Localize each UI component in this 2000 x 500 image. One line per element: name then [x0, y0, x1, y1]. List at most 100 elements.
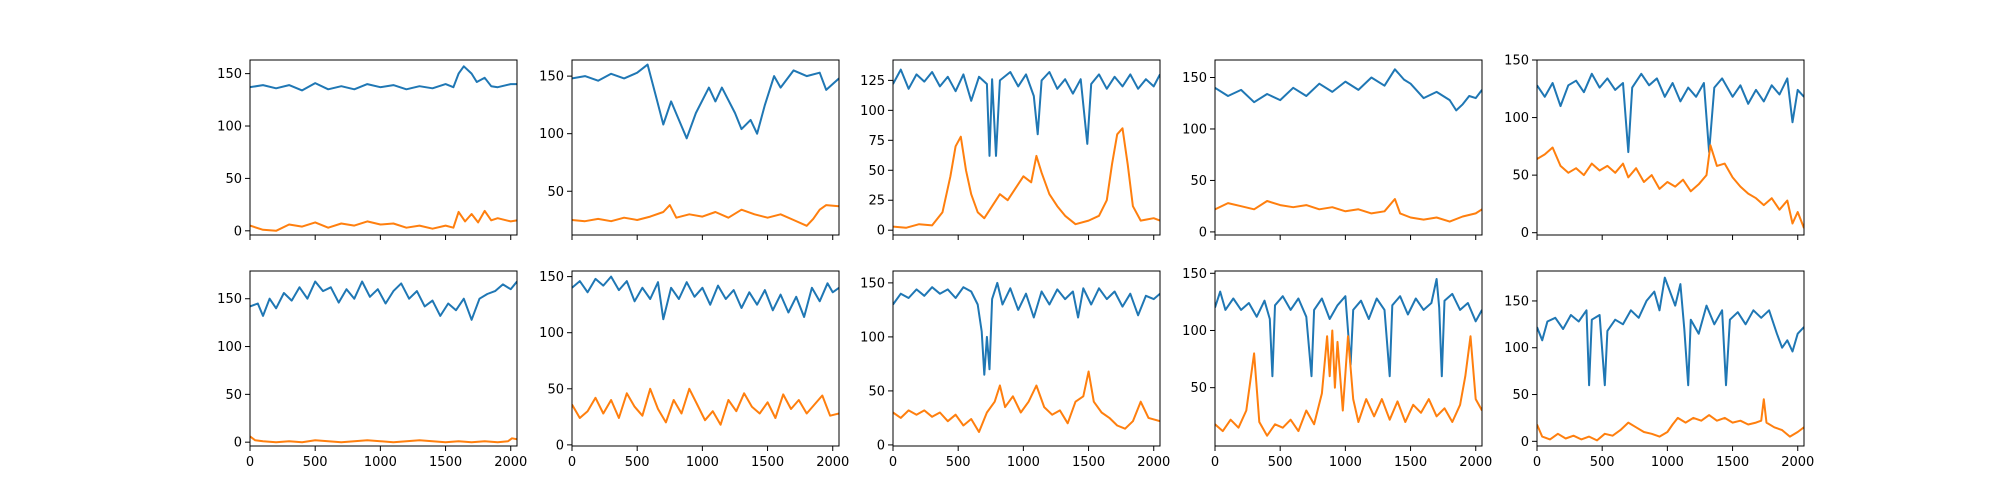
series-line-2 [893, 127, 1160, 229]
series-line-1 [572, 63, 839, 140]
y-tick-label: 50 [1512, 169, 1529, 184]
y-tick-label: 100 [1182, 122, 1207, 137]
y-tick-label: 150 [217, 67, 242, 82]
x-tick-label: 1500 [429, 455, 462, 470]
x-tick-label: 0 [1211, 455, 1219, 470]
series-line-2 [1215, 329, 1482, 437]
x-tick-label: 500 [1268, 455, 1293, 470]
subplot-4: 0 50 100 150 [1182, 59, 1483, 240]
y-tick-label: 25 [868, 194, 885, 209]
y-tick-label: 150 [1182, 71, 1207, 86]
y-tick-label: 0 [1521, 226, 1529, 241]
y-tick-label: 125 [860, 74, 885, 89]
subplot-3: 0 25 50 75 100 125 [860, 59, 1161, 240]
plot-frame [1536, 59, 1805, 236]
series-line-2 [572, 387, 839, 426]
plot-frame [892, 59, 1161, 236]
y-tick-label: 0 [234, 436, 242, 451]
x-tick-label: 0 [1533, 455, 1541, 470]
series-line-1 [572, 275, 839, 321]
x-tick-label: 500 [303, 455, 328, 470]
y-tick-label: 100 [217, 340, 242, 355]
subplot-5: 0 50 100 150 [1504, 54, 1805, 241]
y-tick-label: 50 [868, 164, 885, 179]
y-tick-label: 50 [225, 388, 242, 403]
series-line-2 [572, 204, 839, 227]
y-tick-label: 50 [547, 382, 564, 397]
series-line-2 [250, 209, 517, 232]
y-tick-label: 150 [217, 292, 242, 307]
y-tick-label: 0 [1521, 435, 1529, 450]
y-tick-label: 50 [1190, 174, 1207, 189]
series-line-2 [893, 370, 1160, 433]
x-tick-label: 2000 [1781, 455, 1814, 470]
y-tick-label: 150 [860, 276, 885, 291]
x-tick-label: 1000 [1651, 455, 1684, 470]
x-tick-label: 1500 [1716, 455, 1749, 470]
x-tick-label: 1500 [1394, 455, 1427, 470]
y-tick-label: 0 [234, 224, 242, 239]
y-tick-label: 0 [877, 224, 885, 239]
x-tick-label: 1000 [364, 455, 397, 470]
x-tick-label: 1000 [1007, 455, 1040, 470]
series-line-1 [893, 68, 1160, 157]
series-line-2 [1537, 144, 1804, 229]
x-tick-label: 1000 [686, 455, 719, 470]
x-tick-label: 500 [625, 455, 650, 470]
series-line-1 [1537, 72, 1804, 154]
y-tick-label: 100 [217, 120, 242, 135]
y-tick-label: 100 [1504, 341, 1529, 356]
y-tick-label: 150 [1182, 267, 1207, 282]
y-tick-label: 50 [547, 185, 564, 200]
y-tick-label: 150 [1504, 294, 1529, 309]
x-tick-label: 2000 [816, 455, 849, 470]
x-tick-label: 2000 [1137, 455, 1170, 470]
series-line-2 [1537, 398, 1804, 442]
y-tick-label: 100 [1182, 324, 1207, 339]
y-tick-label: 50 [225, 172, 242, 187]
series-line-2 [1215, 198, 1482, 223]
series-line-1 [250, 65, 517, 92]
y-tick-label: 150 [1504, 54, 1529, 69]
y-tick-label: 100 [860, 330, 885, 345]
y-tick-label: 150 [539, 70, 564, 85]
x-tick-label: 0 [246, 455, 254, 470]
plot-frame [1214, 59, 1483, 236]
series-line-1 [1215, 68, 1482, 112]
plot-frame [892, 270, 1161, 447]
y-tick-label: 0 [1199, 225, 1207, 240]
plot-frame [249, 270, 518, 447]
x-tick-label: 500 [1590, 455, 1615, 470]
y-tick-label: 150 [539, 270, 564, 285]
x-tick-label: 500 [946, 455, 971, 470]
y-tick-label: 100 [539, 127, 564, 142]
x-tick-label: 1500 [1072, 455, 1105, 470]
y-tick-label: 50 [868, 384, 885, 399]
plot-frame [1536, 270, 1805, 447]
y-tick-label: 0 [556, 438, 564, 453]
x-tick-label: 2000 [494, 455, 527, 470]
series-line-1 [250, 280, 517, 321]
plot-frame [571, 59, 840, 236]
plot-frame [1214, 270, 1483, 447]
x-tick-label: 2000 [1459, 455, 1492, 470]
plot-frame [571, 270, 840, 447]
y-tick-label: 75 [868, 134, 885, 149]
x-tick-label: 0 [889, 455, 897, 470]
y-tick-label: 100 [539, 326, 564, 341]
y-tick-label: 50 [1190, 381, 1207, 396]
x-tick-label: 1500 [751, 455, 784, 470]
y-tick-label: 50 [1512, 388, 1529, 403]
series-line-2 [250, 435, 517, 444]
series-line-1 [893, 281, 1160, 376]
y-tick-label: 100 [1504, 111, 1529, 126]
series-line-1 [1537, 276, 1804, 387]
x-tick-label: 0 [568, 455, 576, 470]
subplot-2: 50 100 150 [539, 59, 840, 240]
plot-frame [249, 59, 518, 236]
